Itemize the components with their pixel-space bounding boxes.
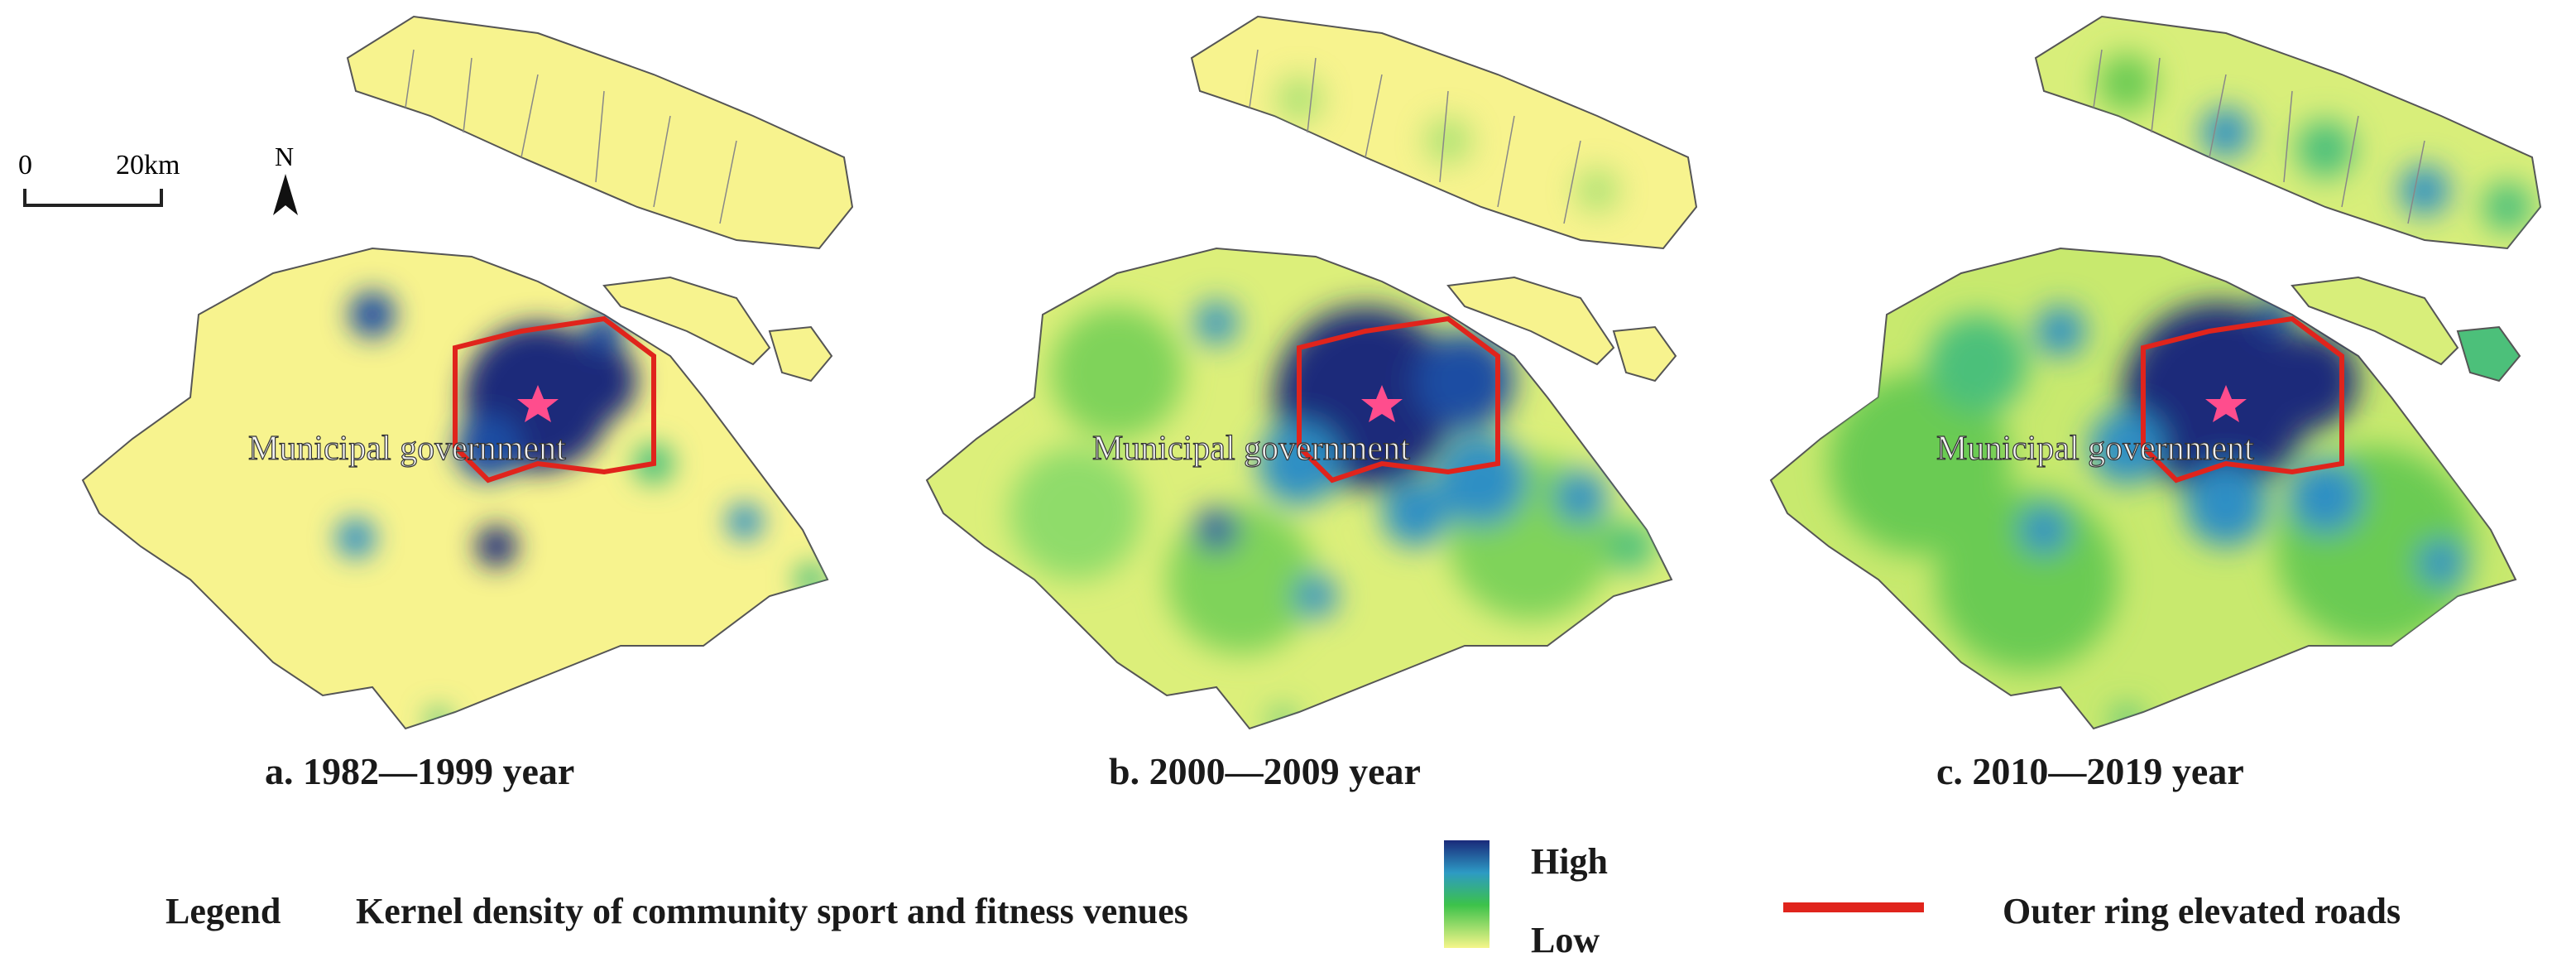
landmark-label-b: Municipal government — [1092, 430, 1410, 468]
north-arrow-icon — [273, 174, 298, 215]
legend-density-ramp — [1444, 840, 1489, 948]
map-panel-a: Municipal government — [81, 15, 854, 730]
legend-low-label: Low — [1531, 920, 1600, 960]
north-arrow: N — [265, 141, 306, 224]
legend-high-label: High — [1531, 841, 1608, 882]
map-panel-c: Municipal government — [1769, 15, 2542, 730]
caption-a: a. 1982—1999 year — [265, 750, 575, 792]
north-label: N — [275, 142, 294, 171]
map-panel-b: Municipal government — [925, 15, 1698, 730]
legend-road-swatch — [1783, 902, 1924, 912]
caption-b: b. 2000—2009 year — [1109, 750, 1421, 792]
landmark-label-a: Municipal government — [248, 430, 566, 468]
legend-road-label: Outer ring elevated roads — [2003, 891, 2401, 931]
scale-bar: 0 20km — [17, 149, 215, 219]
scale-bar-start: 0 — [18, 150, 32, 180]
landmark-label-c: Municipal government — [1936, 430, 2254, 468]
legend-title: Legend — [165, 891, 281, 931]
scale-bar-end: 20km — [116, 150, 180, 180]
legend-density-label: Kernel density of community sport and fi… — [356, 891, 1188, 931]
caption-c: c. 2010—2019 year — [1936, 750, 2244, 792]
